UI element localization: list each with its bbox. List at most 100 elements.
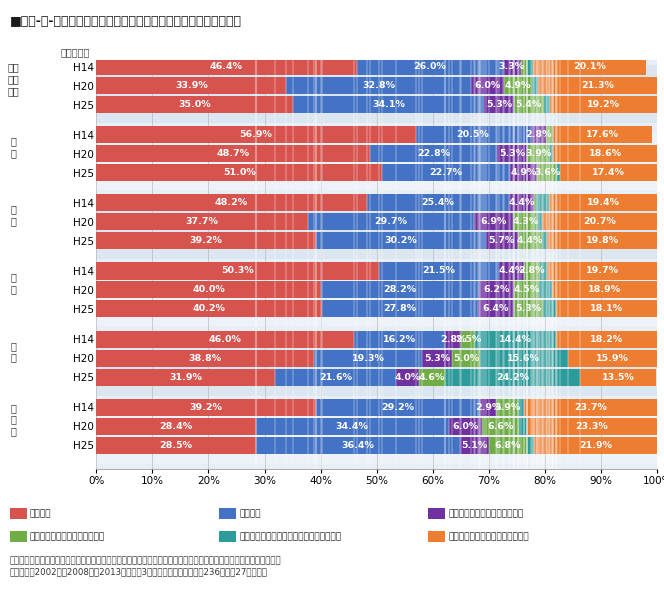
Text: 22.7%: 22.7% bbox=[430, 168, 463, 177]
Bar bbox=[499, 263, 524, 279]
Text: 51.0%: 51.0% bbox=[223, 168, 256, 177]
Bar bbox=[96, 213, 308, 230]
Bar bbox=[308, 213, 475, 230]
Bar bbox=[96, 164, 382, 182]
Bar bbox=[537, 164, 558, 182]
Bar bbox=[96, 269, 657, 328]
Bar bbox=[524, 263, 540, 279]
Text: 48.2%: 48.2% bbox=[215, 198, 248, 207]
Text: 18.6%: 18.6% bbox=[588, 149, 622, 158]
Bar bbox=[96, 133, 657, 191]
Text: 13.5%: 13.5% bbox=[602, 373, 635, 382]
Text: 27.8%: 27.8% bbox=[383, 305, 416, 314]
Bar bbox=[419, 368, 445, 386]
Bar bbox=[416, 126, 531, 143]
Text: 20.7%: 20.7% bbox=[584, 218, 616, 227]
Bar bbox=[552, 281, 658, 299]
Text: 46.4%: 46.4% bbox=[210, 62, 243, 71]
Bar bbox=[422, 350, 452, 367]
Bar bbox=[256, 436, 460, 454]
Text: 18.9%: 18.9% bbox=[588, 285, 622, 294]
Bar bbox=[96, 331, 355, 347]
Bar bbox=[445, 368, 580, 386]
Text: 4.9%: 4.9% bbox=[505, 81, 531, 90]
Bar bbox=[560, 164, 657, 182]
Bar bbox=[518, 398, 524, 416]
Bar bbox=[503, 58, 521, 75]
Bar bbox=[548, 194, 657, 212]
Text: 32.8%: 32.8% bbox=[362, 81, 395, 90]
Text: 4.5%: 4.5% bbox=[513, 285, 539, 294]
Bar bbox=[480, 398, 496, 416]
Bar bbox=[518, 232, 542, 249]
Text: 4.3%: 4.3% bbox=[512, 218, 539, 227]
Bar bbox=[533, 58, 646, 75]
Bar bbox=[367, 194, 509, 212]
Text: 2.8%: 2.8% bbox=[525, 130, 552, 139]
Text: 6.2%: 6.2% bbox=[483, 285, 509, 294]
Bar bbox=[513, 213, 537, 230]
Text: 23.7%: 23.7% bbox=[574, 403, 607, 412]
Bar bbox=[461, 331, 475, 347]
Bar bbox=[514, 300, 543, 317]
Text: 社会サービス活動（研究関連）: 社会サービス活動（研究関連） bbox=[448, 510, 523, 518]
Bar bbox=[480, 350, 568, 367]
Bar bbox=[547, 232, 658, 249]
Text: 34.4%: 34.4% bbox=[336, 422, 369, 431]
Bar bbox=[96, 65, 657, 123]
Text: 21.3%: 21.3% bbox=[581, 81, 614, 90]
Bar bbox=[568, 350, 657, 367]
Text: 28.2%: 28.2% bbox=[383, 285, 416, 294]
Bar bbox=[321, 281, 479, 299]
Bar bbox=[449, 418, 482, 435]
Text: 4.6%: 4.6% bbox=[418, 373, 445, 382]
Bar bbox=[540, 263, 547, 279]
Text: 4.4%: 4.4% bbox=[498, 266, 525, 275]
Bar bbox=[496, 398, 518, 416]
Bar bbox=[531, 126, 546, 143]
Bar bbox=[396, 368, 419, 386]
Text: 研究活動: 研究活動 bbox=[30, 510, 51, 518]
Text: 社会サービス活動（教育関連）: 社会サービス活動（教育関連） bbox=[30, 532, 105, 541]
Text: そ
の
他: そ の 他 bbox=[11, 403, 16, 436]
Bar bbox=[316, 398, 480, 416]
Text: 40.2%: 40.2% bbox=[193, 305, 226, 314]
Bar bbox=[521, 58, 527, 75]
Text: 21.5%: 21.5% bbox=[422, 266, 456, 275]
Bar bbox=[355, 331, 446, 347]
Text: 6.9%: 6.9% bbox=[481, 218, 507, 227]
Text: （調査年）: （調査年） bbox=[60, 47, 90, 57]
Bar bbox=[527, 58, 533, 75]
Bar bbox=[489, 436, 527, 454]
Text: 20.1%: 20.1% bbox=[573, 62, 606, 71]
Bar bbox=[556, 300, 657, 317]
Text: 4.4%: 4.4% bbox=[509, 198, 535, 207]
Text: 21.6%: 21.6% bbox=[319, 373, 353, 382]
Bar bbox=[96, 263, 378, 279]
Text: 14.4%: 14.4% bbox=[499, 335, 532, 344]
Bar bbox=[96, 281, 321, 299]
Bar bbox=[536, 194, 548, 212]
Bar bbox=[527, 418, 657, 435]
Text: 56.9%: 56.9% bbox=[240, 130, 272, 139]
Text: 5.3%: 5.3% bbox=[515, 305, 542, 314]
Text: 30.2%: 30.2% bbox=[384, 236, 417, 245]
Text: 18.2%: 18.2% bbox=[590, 335, 623, 344]
Bar bbox=[314, 350, 422, 367]
Bar bbox=[547, 263, 657, 279]
Bar bbox=[514, 96, 544, 113]
Text: 28.4%: 28.4% bbox=[159, 422, 193, 431]
Bar bbox=[549, 145, 553, 162]
Text: 17.6%: 17.6% bbox=[586, 130, 619, 139]
Bar bbox=[96, 201, 657, 260]
Text: 2.8%: 2.8% bbox=[440, 335, 466, 344]
Bar bbox=[96, 398, 316, 416]
Bar bbox=[514, 281, 539, 299]
Bar bbox=[378, 263, 499, 279]
Bar bbox=[532, 77, 538, 94]
Text: 2.8%: 2.8% bbox=[519, 266, 545, 275]
Bar bbox=[96, 232, 316, 249]
Text: 2.5%: 2.5% bbox=[455, 335, 481, 344]
Bar bbox=[478, 300, 514, 317]
Text: 19.8%: 19.8% bbox=[586, 236, 619, 245]
